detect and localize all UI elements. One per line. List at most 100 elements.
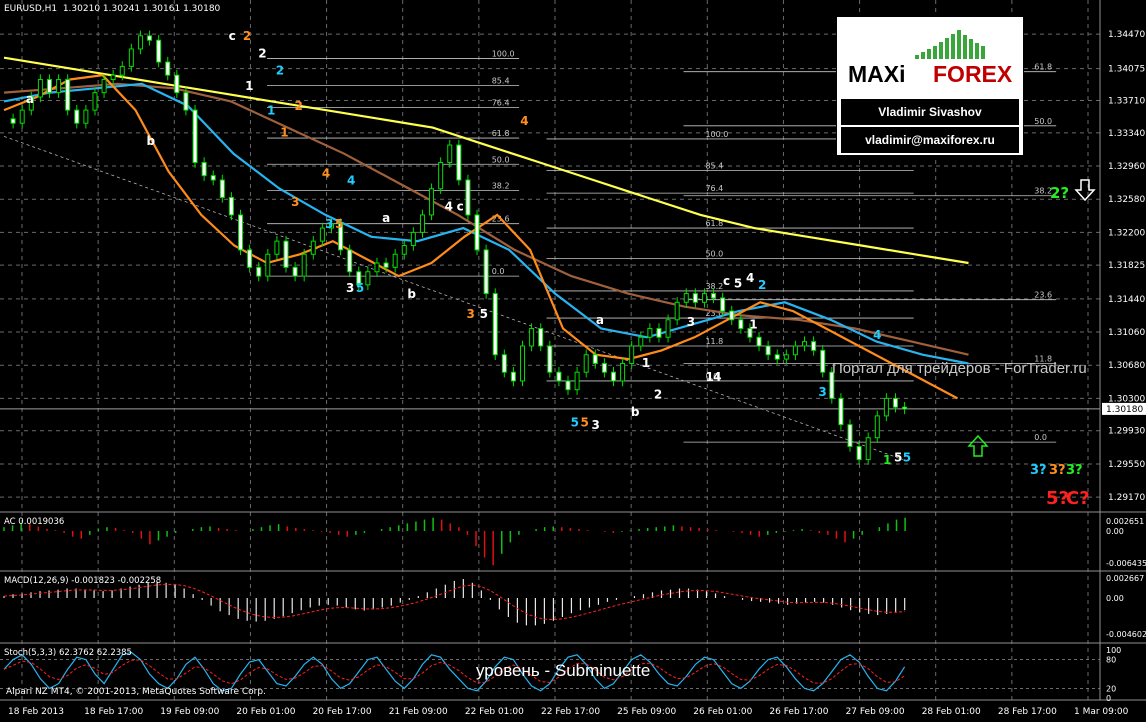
wave-label: 3 xyxy=(291,195,299,209)
candle-body xyxy=(310,240,316,255)
x-tick-label: 25 Feb 09:00 xyxy=(617,707,676,717)
wave-label: 3 xyxy=(591,418,599,432)
fib-level-label: 100.0 xyxy=(492,50,515,59)
candle-body xyxy=(902,406,908,410)
candle-body xyxy=(37,79,43,98)
candle-body xyxy=(638,336,644,347)
logo-bar xyxy=(921,52,925,59)
candle-body xyxy=(592,354,598,364)
candle-body xyxy=(838,397,844,426)
candle-body xyxy=(419,214,425,233)
x-tick-label: 28 Feb 17:00 xyxy=(998,707,1057,717)
candle-body xyxy=(228,196,234,216)
stoch-tick-label: 20 xyxy=(1106,684,1116,693)
candle-body xyxy=(610,371,616,382)
candle-body xyxy=(892,397,898,408)
wave-label: 2 xyxy=(758,278,766,292)
y-tick-label: 1.29170 xyxy=(1108,493,1145,503)
ma-yellow-line xyxy=(3,56,969,265)
candle-body xyxy=(101,79,107,94)
candle-body xyxy=(711,293,717,299)
candle-body xyxy=(247,249,253,268)
candle-body xyxy=(692,293,698,303)
ma-brown-line xyxy=(3,82,969,356)
logo-bar xyxy=(975,43,979,59)
y-tick-label: 1.32580 xyxy=(1108,195,1145,205)
fib-level-label: 38.2 xyxy=(492,181,510,190)
wave-label: 3 xyxy=(467,307,475,321)
x-tick-label: 18 Feb 2013 xyxy=(8,707,64,717)
y-tick-label: 1.30680 xyxy=(1108,361,1145,371)
wave-label: c xyxy=(723,274,730,288)
wave-label: 5 xyxy=(903,450,911,464)
y-tick-label: 1.31825 xyxy=(1108,261,1145,271)
wave-label: 5 xyxy=(480,307,488,321)
candle-body xyxy=(201,162,207,177)
logo-bar xyxy=(951,34,955,59)
candle-body xyxy=(674,301,680,321)
fib-level-label: 61.8 xyxy=(1034,63,1052,72)
wave-label: 4 xyxy=(322,166,330,180)
candle-body xyxy=(829,371,835,399)
candle-body xyxy=(474,214,480,251)
wave-label: 1 xyxy=(642,356,650,370)
logo-bars-icon xyxy=(915,30,985,59)
logo-bar xyxy=(957,30,961,59)
projection-label: 3? xyxy=(1030,463,1047,478)
candle-body xyxy=(219,179,225,198)
candle-body xyxy=(137,35,143,50)
fib-level-label: 61.8 xyxy=(492,129,510,138)
wave-label: 4 xyxy=(520,114,528,128)
candle-body xyxy=(783,354,789,360)
candle-body xyxy=(802,341,808,347)
candle-body xyxy=(265,253,271,277)
logo-bar xyxy=(969,39,973,59)
author-email[interactable]: vladimir@maxiforex.ru xyxy=(841,127,1019,153)
candle-body xyxy=(738,319,744,330)
candle-body xyxy=(656,328,662,338)
ma-blue-line xyxy=(3,82,969,365)
logo-maxi-text: MAXi xyxy=(848,61,906,87)
candle-body xyxy=(729,310,735,321)
wave-label: 4 xyxy=(347,173,355,187)
candle-body xyxy=(820,349,826,373)
candle-body xyxy=(556,371,562,382)
y-tick-label: 1.33710 xyxy=(1108,96,1145,106)
candle-body xyxy=(319,227,325,242)
y-tick-label: 1.32960 xyxy=(1108,162,1145,172)
logo-bar xyxy=(933,46,937,59)
x-tick-label: 1 Mar 09:00 xyxy=(1074,707,1129,717)
candle-body xyxy=(701,293,707,303)
candle-body xyxy=(510,371,516,382)
fib-level-label: 11.8 xyxy=(1034,354,1052,363)
wave-label: 4 xyxy=(746,271,754,285)
ac-tick-label: 0.00 xyxy=(1106,527,1124,536)
candle-body xyxy=(756,336,762,347)
x-tick-label: 20 Feb 17:00 xyxy=(313,707,372,717)
macd-tick-label: 0.00 xyxy=(1106,594,1124,603)
y-tick-label: 1.34470 xyxy=(1108,30,1145,40)
candle-body xyxy=(501,354,507,373)
fib-level-label: 50.0 xyxy=(705,250,723,259)
stoch-tick-label: 0 xyxy=(1106,694,1111,703)
candle-body xyxy=(210,175,216,181)
candle-body xyxy=(256,266,262,277)
wave-label: b xyxy=(631,405,640,419)
candle-body xyxy=(365,271,371,286)
macd-tick-label: 0.002667 xyxy=(1106,574,1144,583)
fib-level-label: 0.0 xyxy=(492,267,505,276)
y-tick-label: 1.30300 xyxy=(1108,394,1145,404)
x-tick-label: 27 Feb 09:00 xyxy=(846,707,905,717)
candle-body xyxy=(110,74,116,81)
macd-indicator-label: MACD(12,26,9) -0.001823 -0.002258 xyxy=(4,576,162,586)
fib-level-label: 0.0 xyxy=(705,372,718,381)
candle-body xyxy=(65,79,71,111)
copyright-text: Alpari NZ MT4, © 2001-2013, MetaQuotes S… xyxy=(6,687,266,697)
projection-label: 5? xyxy=(1046,488,1069,509)
x-tick-label: 26 Feb 01:00 xyxy=(693,707,752,717)
wave-label: 5 xyxy=(894,450,902,464)
wave-label: 4 xyxy=(445,200,453,214)
candle-body xyxy=(19,109,25,124)
candle-body xyxy=(156,39,162,63)
